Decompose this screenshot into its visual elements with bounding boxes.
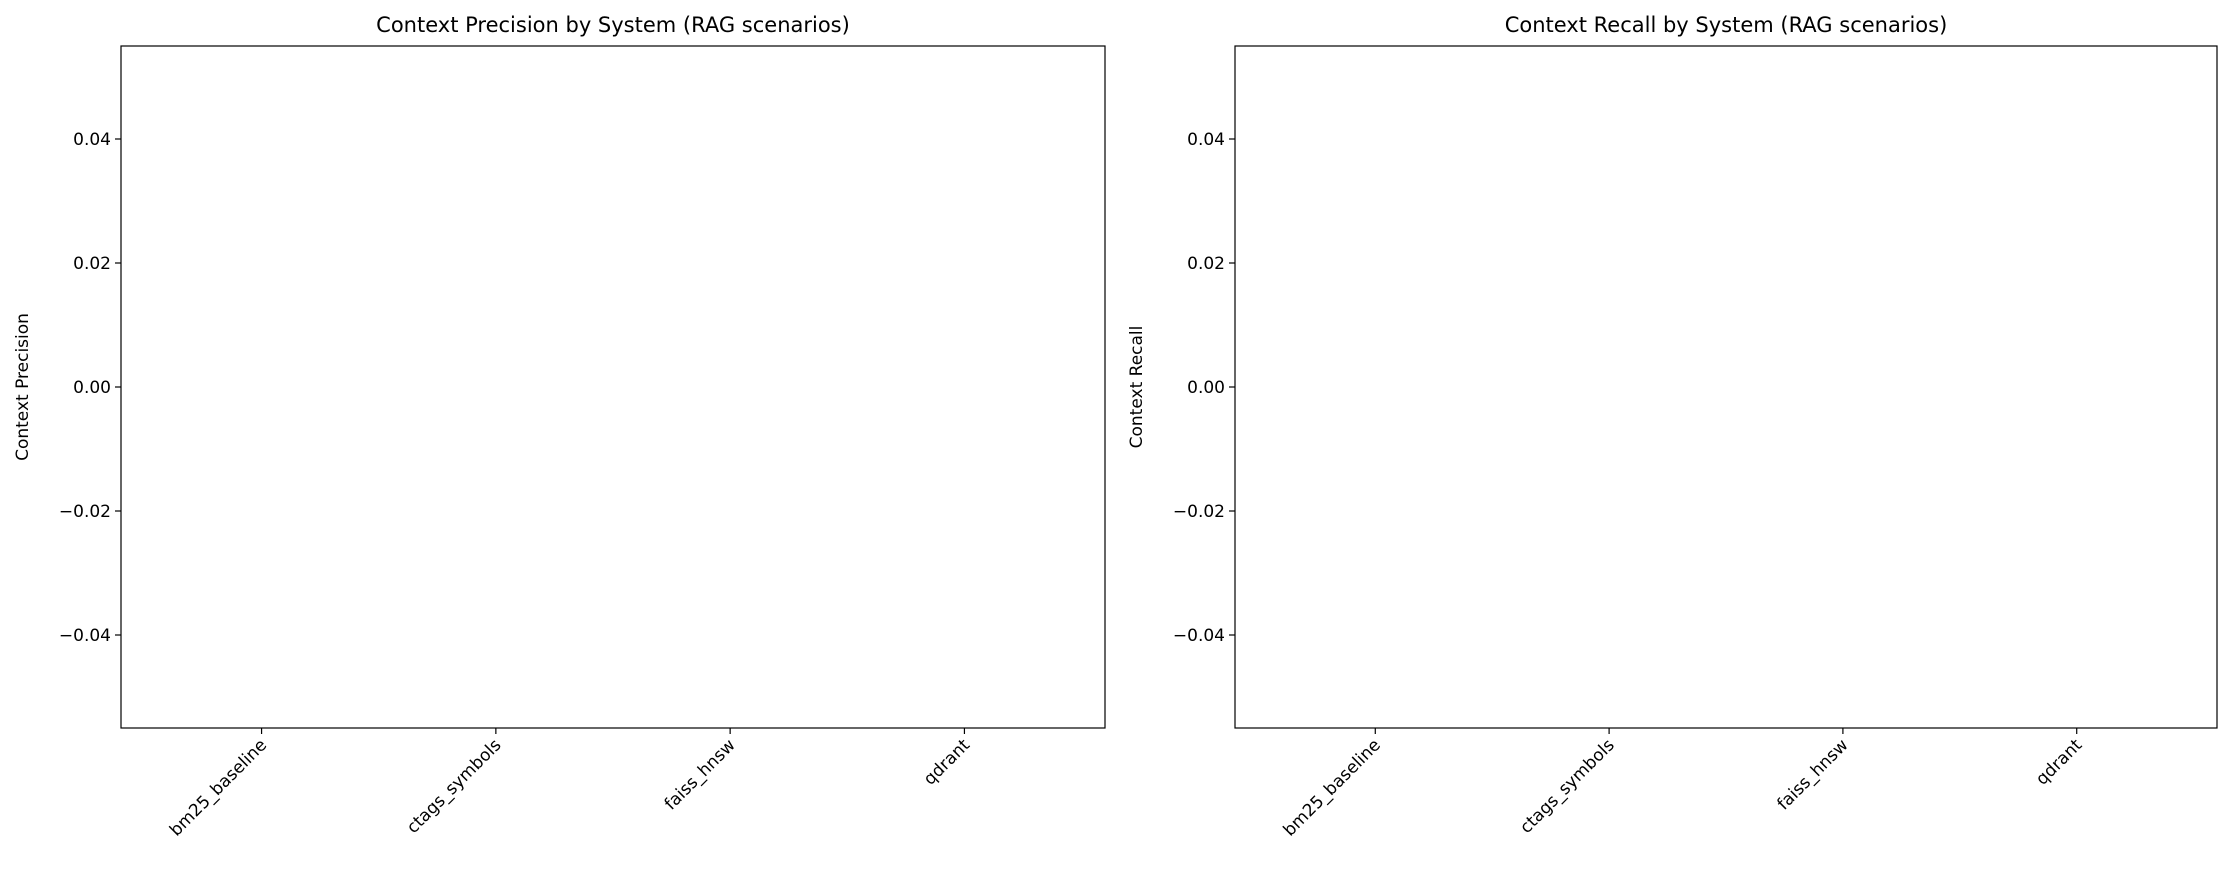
y-axis-label: Context Recall — [1127, 326, 1147, 449]
chart-title: Context Recall by System (RAG scenarios) — [1505, 13, 1948, 37]
y-tick-label: −0.04 — [59, 626, 111, 646]
y-tick-label: −0.04 — [1173, 626, 1225, 646]
x-tick-label: qdrant — [920, 735, 974, 789]
y-tick-label: 0.04 — [73, 130, 111, 150]
y-tick-label: 0.04 — [1187, 130, 1225, 150]
chart-title: Context Precision by System (RAG scenari… — [376, 13, 850, 37]
y-tick-label: −0.02 — [59, 502, 111, 522]
x-tick-label: qdrant — [2032, 735, 2086, 789]
x-tick-label: faiss_hnsw — [661, 735, 740, 814]
y-tick-label: −0.02 — [1173, 502, 1225, 522]
y-tick-label: 0.02 — [1187, 254, 1225, 274]
axes-frame — [1234, 45, 2218, 729]
x-tick-label: ctags_symbols — [403, 735, 506, 838]
x-tick-label: ctags_symbols — [1516, 735, 1619, 838]
x-tick-label: bm25_baseline — [166, 735, 271, 840]
y-tick-label: 0.00 — [1187, 378, 1225, 398]
y-tick-label: 0.00 — [73, 378, 111, 398]
y-axis-label: Context Precision — [13, 313, 33, 461]
y-tick-label: 0.02 — [73, 254, 111, 274]
axes-frame — [120, 45, 1106, 729]
x-tick-label: faiss_hnsw — [1773, 735, 1852, 814]
x-tick-label: bm25_baseline — [1280, 735, 1385, 840]
